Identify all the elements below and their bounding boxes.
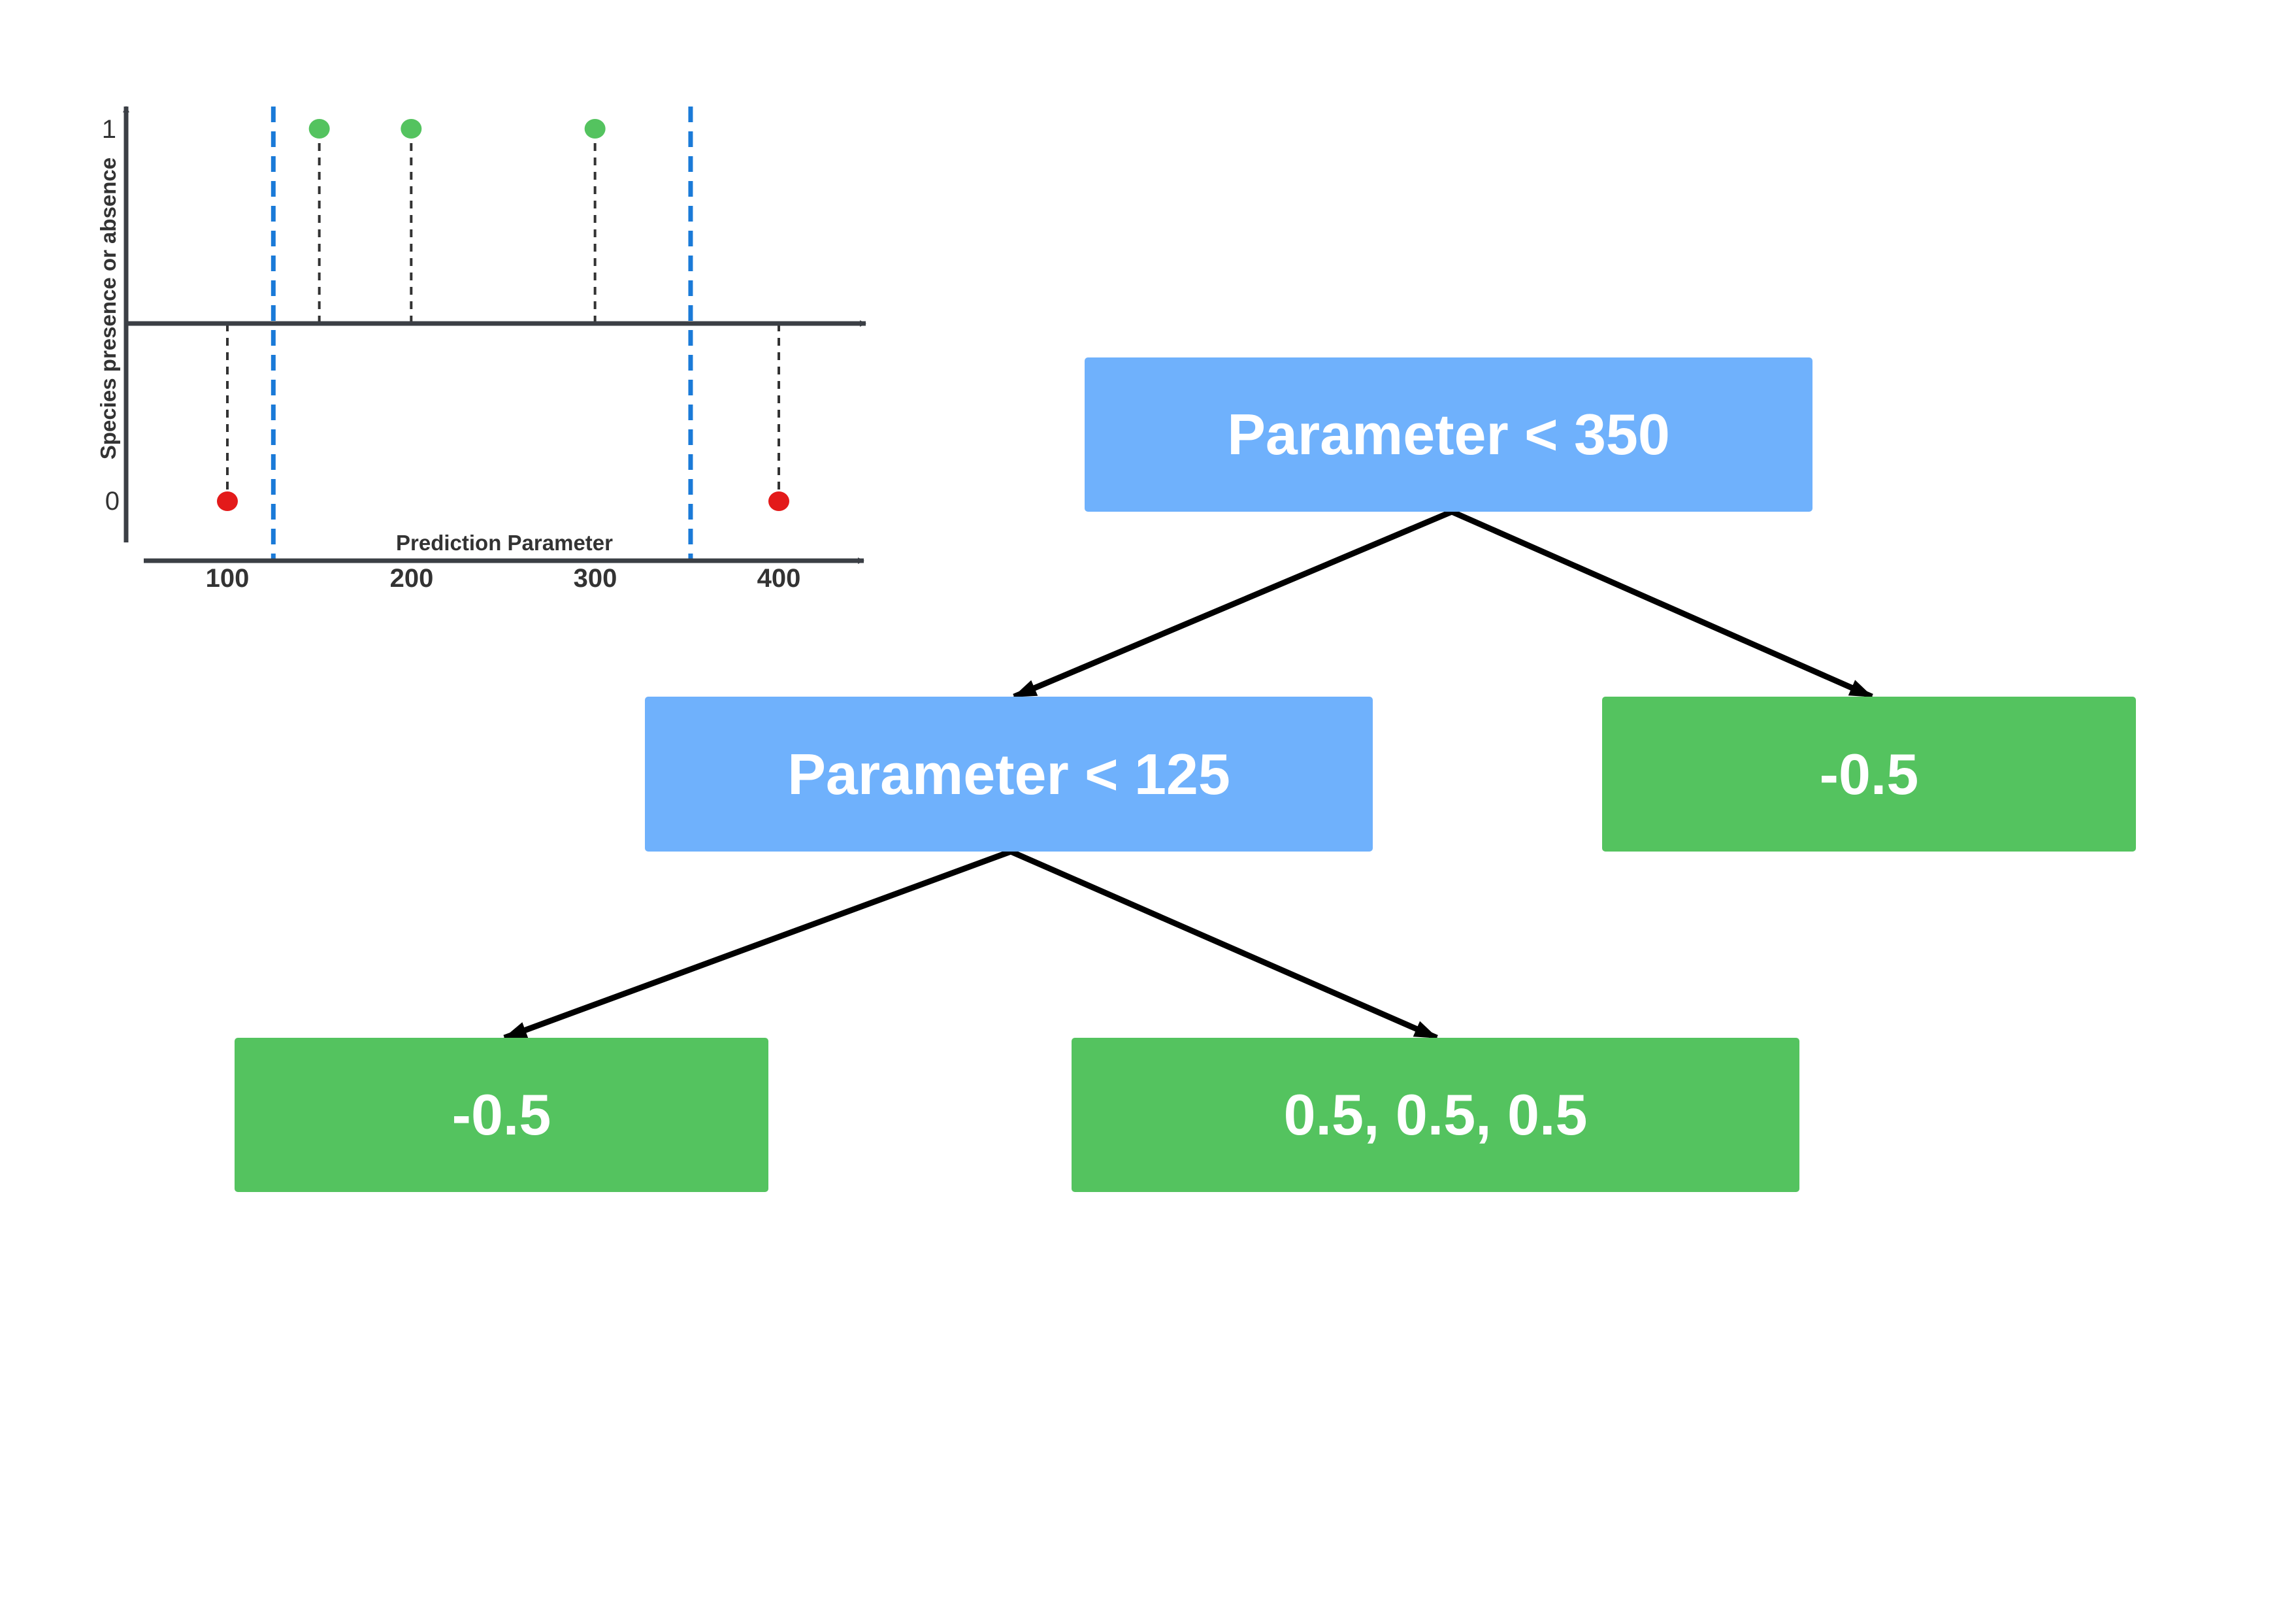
root-decision-label: Parameter < 350: [1227, 402, 1670, 467]
edge-left-to-right-leaf: [1009, 848, 1438, 1041]
edge-left-to-left-leaf: [503, 848, 1012, 1041]
y-tick-label-1: 1: [102, 115, 116, 144]
left-decision-node: Parameter < 125: [645, 697, 1373, 852]
data-point-4: [584, 119, 606, 139]
x-tick-label-400: 400: [757, 564, 801, 593]
left-decision-label: Parameter < 125: [787, 741, 1230, 806]
data-point-2: [308, 119, 330, 139]
x-tick-label-100: 100: [206, 564, 250, 593]
edge-root-to-right: [1451, 508, 1873, 700]
data-point-1: [217, 491, 238, 511]
y-axis-title: Species presence or absence: [96, 157, 120, 459]
x-axis-title: Prediction Parameter: [396, 531, 613, 555]
left-left-leaf-label: -0.5: [451, 1082, 551, 1147]
left-right-leaf-node: 0.5, 0.5, 0.5: [1072, 1038, 1799, 1192]
x-tick-label-300: 300: [574, 564, 617, 593]
right-leaf-label: -0.5: [1819, 741, 1919, 806]
left-left-leaf-node: -0.5: [235, 1038, 768, 1192]
presence-chart: 1 0 Species presence or absence Predicti…: [96, 106, 866, 593]
edge-root-to-left: [1013, 508, 1453, 700]
root-decision-node: Parameter < 350: [1085, 357, 1812, 512]
left-right-leaf-label: 0.5, 0.5, 0.5: [1283, 1082, 1588, 1147]
right-leaf-node: -0.5: [1602, 697, 2136, 852]
data-point-3: [401, 119, 422, 139]
data-point-5: [768, 491, 789, 511]
chart-marks: [217, 107, 789, 562]
y-tick-label-0: 0: [105, 487, 120, 516]
x-tick-label-200: 200: [390, 564, 434, 593]
tree-edges: [503, 508, 1873, 1041]
